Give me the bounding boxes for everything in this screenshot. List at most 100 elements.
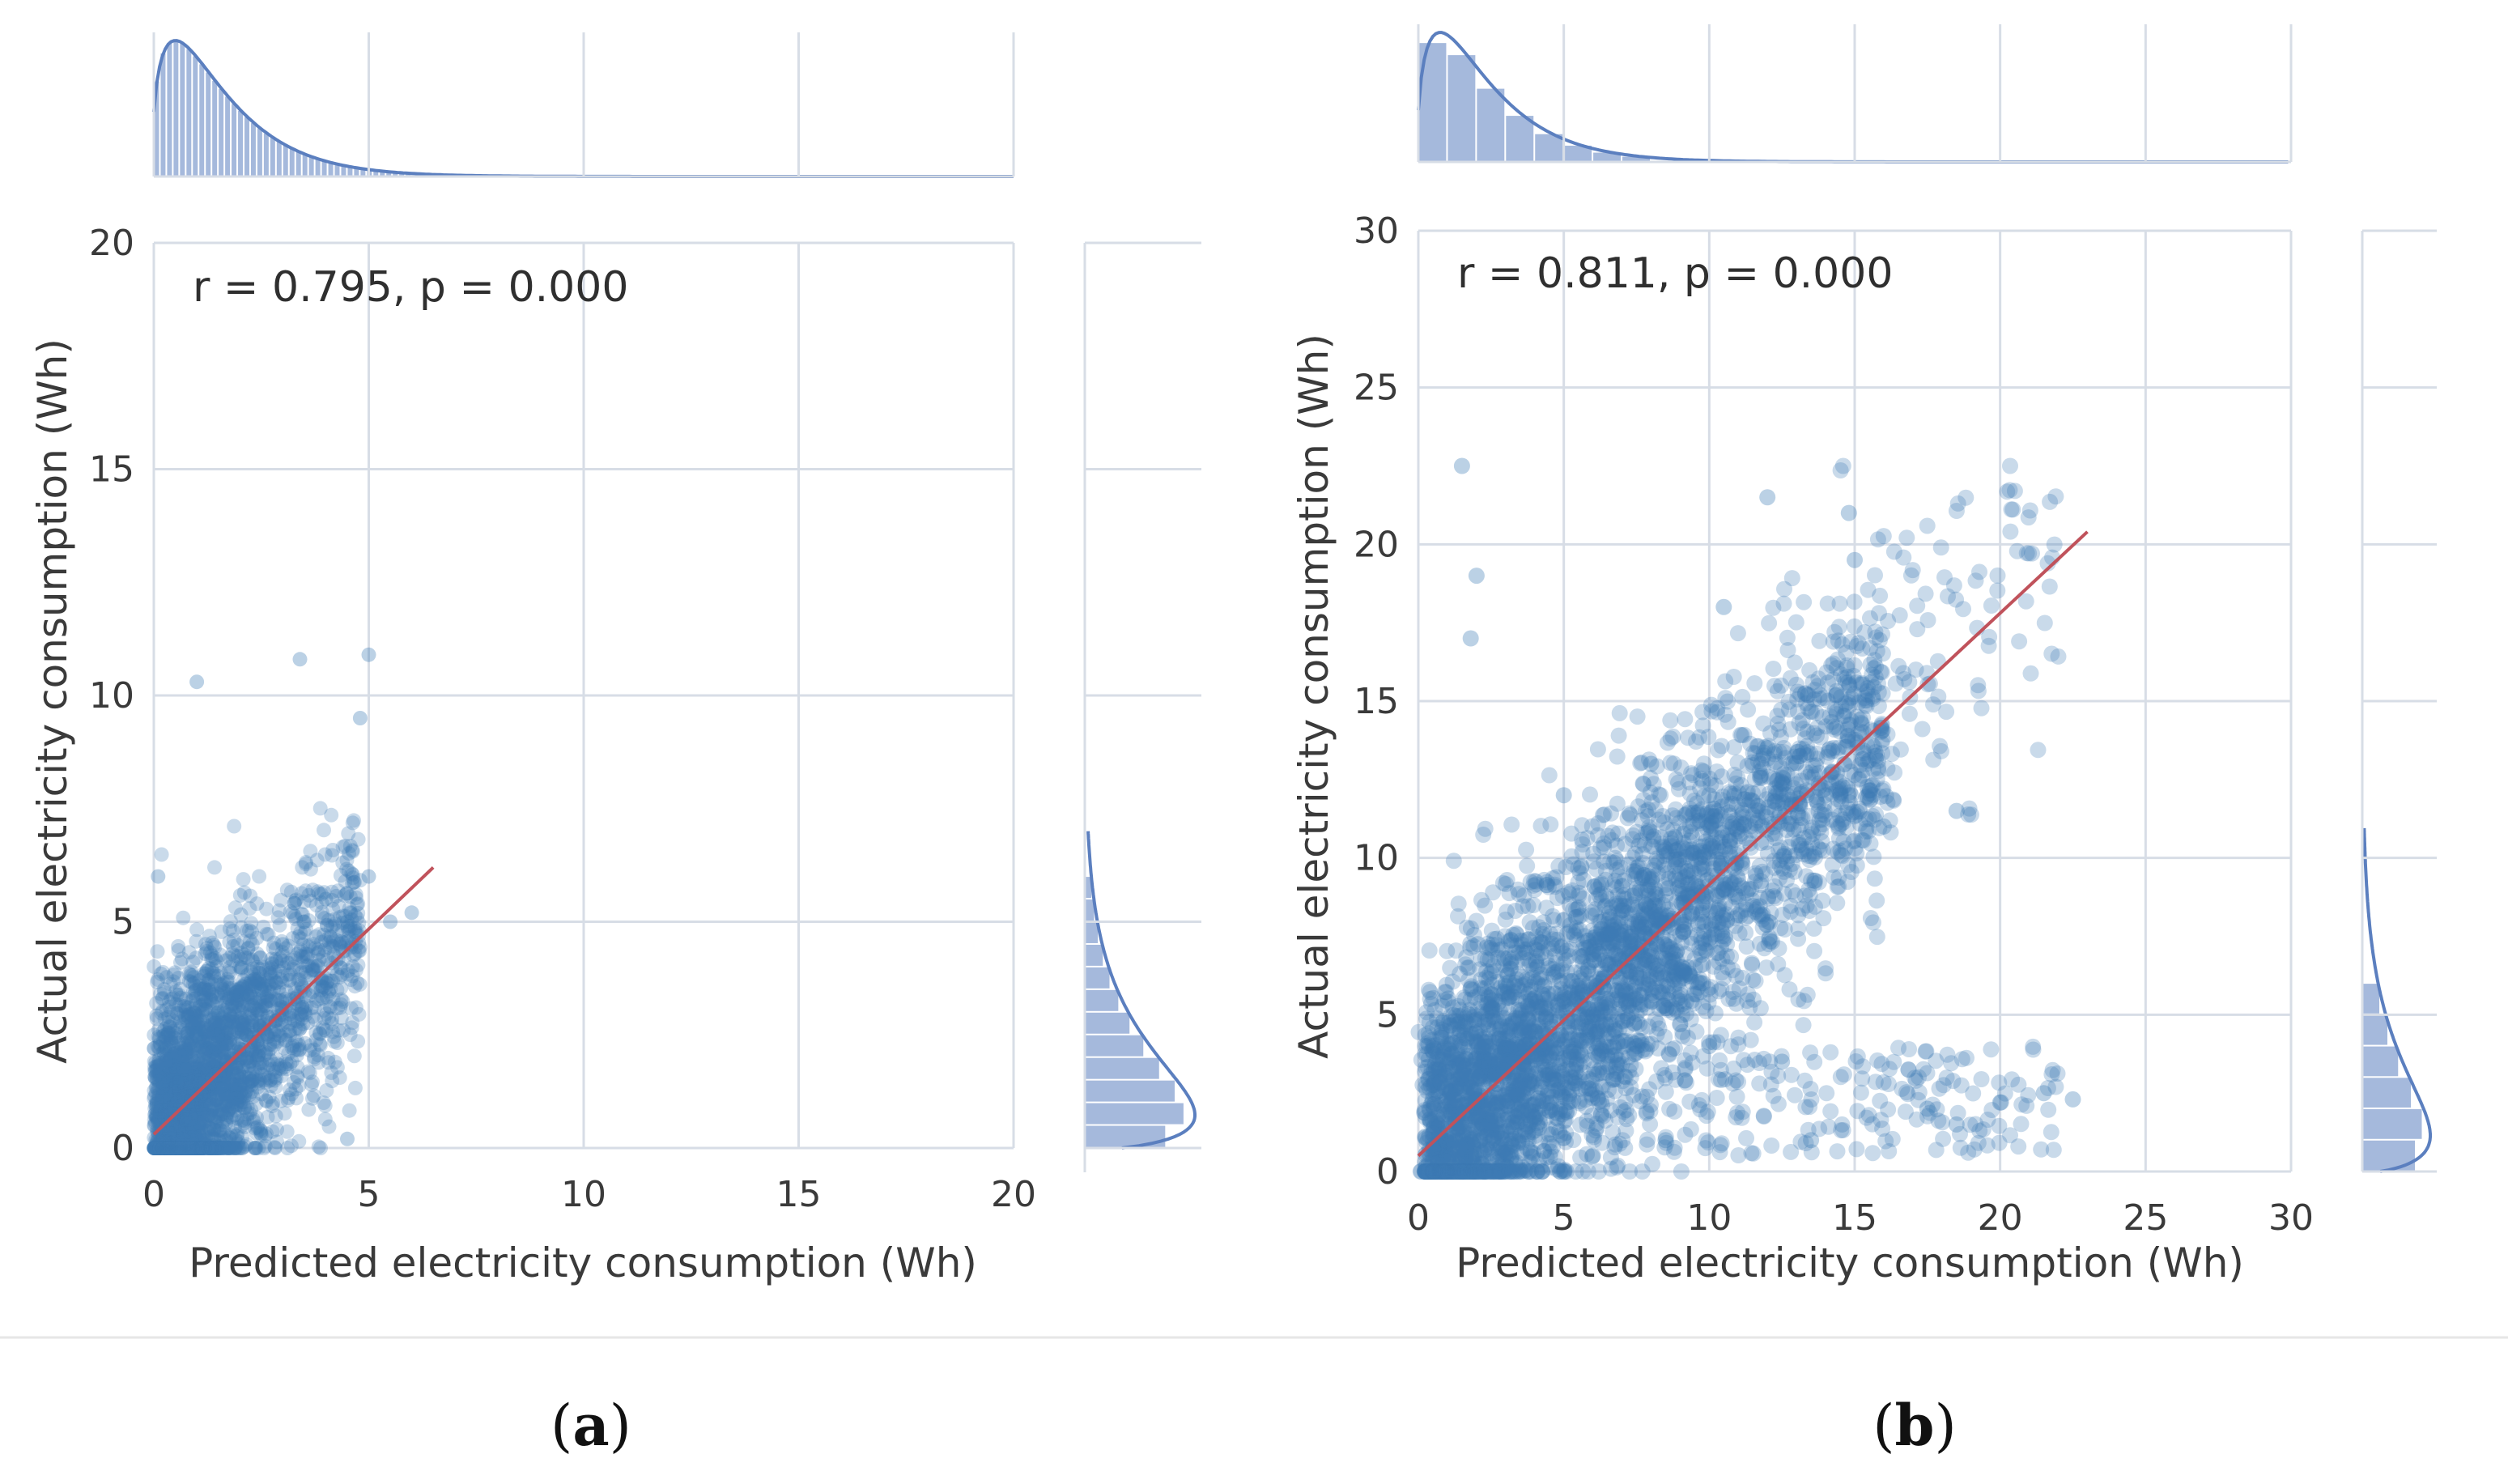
scatter-point <box>246 1027 261 1043</box>
scatter-point <box>152 1036 168 1052</box>
scatter-point <box>260 1109 275 1125</box>
scatter-point <box>178 1141 193 1155</box>
scatter-point <box>333 1000 348 1015</box>
scatter-point <box>342 1103 357 1118</box>
scatter-point <box>159 1002 174 1018</box>
scatter-point <box>338 838 353 853</box>
scatter-point <box>191 1141 206 1155</box>
x-tick-labels-a: 0 5 10 15 20 <box>142 1174 1036 1215</box>
scatter-point <box>303 1038 318 1053</box>
scatter-point <box>341 863 356 878</box>
scatter-point <box>1725 669 1742 685</box>
scatter-point <box>314 934 329 950</box>
scatter-point <box>229 1066 244 1082</box>
scatter-point <box>188 1069 203 1084</box>
scatter-point <box>156 1141 172 1155</box>
scatter-point <box>300 939 316 955</box>
scatter-point <box>180 1091 195 1107</box>
scatter-point <box>252 1044 267 1060</box>
scatter-point <box>201 1054 216 1069</box>
scatter-point <box>261 975 276 990</box>
scatter-point <box>289 1048 304 1063</box>
scatter-point <box>333 960 348 975</box>
scatter-point <box>204 961 219 976</box>
scatter-point <box>170 1141 185 1155</box>
right-hist-bar <box>1084 921 1099 944</box>
scatter-point <box>184 1044 199 1059</box>
scatter-point <box>186 1126 202 1142</box>
scatter-point <box>218 1086 233 1102</box>
scatter-point <box>232 1071 248 1086</box>
scatter-point <box>283 1016 297 1031</box>
scatter-point <box>195 1141 210 1155</box>
scatter-point <box>196 1141 210 1155</box>
scatter-point <box>295 980 311 995</box>
scatter-point <box>342 901 357 916</box>
scatter-point <box>340 1131 355 1146</box>
scatter-point <box>206 1098 222 1112</box>
scatter-point <box>181 1141 196 1155</box>
scatter-point <box>198 1023 214 1039</box>
scatter-point <box>227 1141 243 1155</box>
scatter-point <box>156 1105 172 1120</box>
scatter-point <box>186 1025 202 1040</box>
scatter-point <box>262 1036 278 1052</box>
scatter-point <box>290 1060 305 1075</box>
scatter-point <box>251 1048 266 1063</box>
scatter-point <box>351 1006 367 1022</box>
scatter-point <box>150 975 165 990</box>
scatter-point <box>305 961 321 976</box>
scatter-point <box>283 1057 298 1072</box>
scatter-point <box>148 1055 164 1070</box>
scatter-point <box>180 1057 195 1072</box>
scatter-point <box>249 946 265 962</box>
scatter-point <box>291 929 306 944</box>
scatter-point <box>284 1086 300 1102</box>
top-hist-bar <box>231 103 238 177</box>
scatter-point <box>178 1141 193 1155</box>
scatter-point <box>347 908 363 923</box>
scatter-point <box>209 1092 224 1108</box>
scatter-point <box>343 1001 359 1016</box>
top-hist-bar <box>282 144 289 177</box>
scatter-point <box>252 994 267 1010</box>
scatter-point <box>189 1130 204 1145</box>
scatter-point <box>154 1108 169 1124</box>
scatter-point <box>342 839 358 853</box>
scatter-point <box>198 1018 214 1034</box>
scatter-point <box>149 1079 164 1095</box>
scatter-point <box>149 1141 164 1155</box>
scatter-point <box>209 1092 224 1108</box>
scatter-point <box>164 1141 180 1155</box>
top-hist-bar <box>301 154 308 177</box>
scatter-point <box>243 976 258 991</box>
top-hist-bar <box>192 55 199 177</box>
scatter-point <box>154 847 169 862</box>
scatter-point <box>347 921 363 936</box>
scatter-point <box>151 1141 167 1155</box>
scatter-point <box>172 1141 187 1155</box>
scatter-point <box>158 1141 173 1155</box>
scatter-point <box>193 1027 209 1042</box>
scatter-point <box>196 981 211 997</box>
scatter-point <box>240 1021 256 1036</box>
scatter-point <box>184 1094 199 1109</box>
scatter-point <box>267 991 283 1006</box>
scatter-point <box>186 1065 202 1079</box>
scatter-point <box>161 1025 176 1040</box>
scatter-point <box>342 905 358 921</box>
scatter-point <box>1806 942 1823 959</box>
scatter-point <box>196 1082 211 1097</box>
scatter-point <box>170 1141 185 1155</box>
scatter-point <box>202 1121 218 1137</box>
scatter-point <box>193 1099 208 1114</box>
scatter-point <box>156 1130 172 1146</box>
scatter-point <box>198 1024 213 1040</box>
scatter-point <box>160 1141 176 1155</box>
scatter-point <box>281 1091 296 1105</box>
scatter-point <box>198 1141 214 1155</box>
scatter-point <box>170 1141 185 1155</box>
scatter-point <box>207 1015 223 1031</box>
scatter-point <box>251 1072 266 1087</box>
scatter-point <box>193 1141 208 1155</box>
